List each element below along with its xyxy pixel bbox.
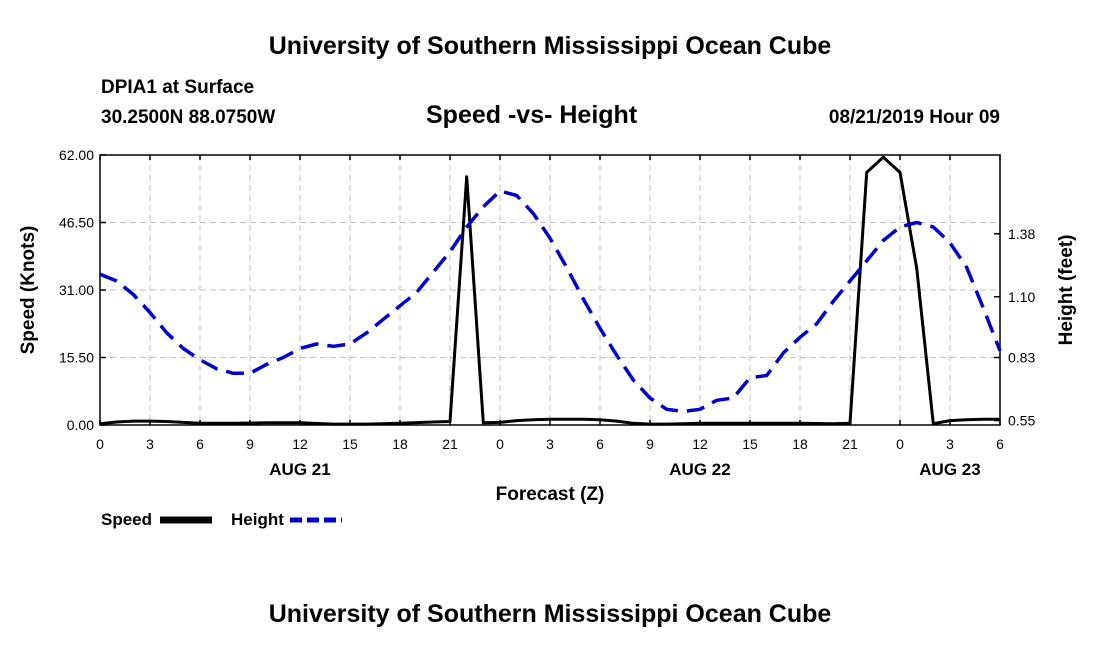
x-axis-label: Forecast (Z) <box>496 484 605 505</box>
location-label: 30.2500N 88.0750W <box>101 107 276 128</box>
date-label: AUG 21 <box>269 460 330 479</box>
y-axis-label: Speed (Knots) <box>18 226 39 355</box>
legend-height-label: Height <box>231 510 284 529</box>
x-tick-label: 9 <box>646 436 654 452</box>
x-tick-label: 6 <box>196 436 204 452</box>
x-tick-label: 3 <box>546 436 554 452</box>
x-tick-label: 18 <box>392 436 408 452</box>
y2-tick-label: 1.10 <box>1008 289 1035 305</box>
chart-title: Speed -vs- Height <box>426 101 638 129</box>
page-title-bottom: University of Southern Mississippi Ocean… <box>268 600 832 628</box>
y-tick-label: 0.00 <box>67 417 94 433</box>
x-tick-label: 3 <box>946 436 954 452</box>
y2-axis-label: Height (feet) <box>1056 235 1077 346</box>
date-label: 08/21/2019 Hour 09 <box>828 107 1000 128</box>
x-tick-label: 0 <box>896 436 904 452</box>
x-tick-label: 21 <box>442 436 458 452</box>
legend-speed-label: Speed <box>101 510 152 529</box>
x-tick-label: 21 <box>842 436 858 452</box>
x-tick-label: 18 <box>792 436 808 452</box>
y2-tick-label: 0.55 <box>1008 413 1035 429</box>
y-tick-label: 15.50 <box>59 350 94 366</box>
x-tick-label: 6 <box>996 436 1004 452</box>
height-series-line <box>99 189 1002 414</box>
page-title-top: University of Southern Mississippi Ocean… <box>268 32 832 60</box>
x-tick-label: 15 <box>742 436 758 452</box>
speed-series-line <box>99 155 1000 426</box>
date-label: AUG 23 <box>919 460 980 479</box>
x-tick-label: 0 <box>96 436 104 452</box>
y-tick-label: 31.00 <box>59 282 94 298</box>
x-tick-label: 6 <box>596 436 604 452</box>
x-tick-label: 0 <box>496 436 504 452</box>
y-tick-label: 62.00 <box>59 147 94 163</box>
station-label: DPIA1 at Surface <box>101 77 255 98</box>
x-tick-label: 9 <box>246 436 254 452</box>
y2-tick-label: 1.38 <box>1008 226 1035 242</box>
date-label: AUG 22 <box>669 460 730 479</box>
x-tick-label: 12 <box>692 436 708 452</box>
x-tick-label: 3 <box>146 436 154 452</box>
x-tick-label: 12 <box>292 436 308 452</box>
y2-tick-label: 0.83 <box>1008 350 1035 366</box>
x-tick-label: 15 <box>342 436 358 452</box>
y-tick-label: 46.50 <box>59 215 94 231</box>
